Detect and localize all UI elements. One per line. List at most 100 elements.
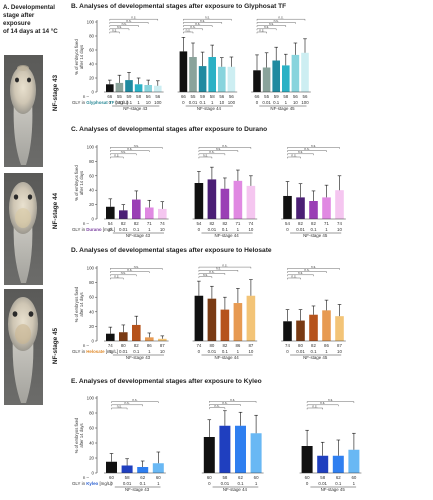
bar: [218, 66, 226, 92]
bar: [144, 85, 152, 92]
n-value: 82: [311, 221, 316, 226]
significance-label: n.s.: [127, 147, 132, 151]
n-value: 87: [337, 343, 342, 348]
n-value: 56: [146, 94, 151, 99]
substance-prefix: GLY in: [72, 349, 86, 354]
n-value: 60: [207, 475, 212, 480]
n-value: 59: [274, 94, 279, 99]
bar: [203, 437, 215, 473]
n-value: 54: [196, 221, 201, 226]
substance-name: Durano: [86, 227, 102, 232]
concentration-label: 1: [157, 481, 160, 486]
substance-name: Glyphosat TF: [86, 100, 114, 105]
significance-label: n.s.: [311, 265, 316, 269]
bar: [207, 179, 217, 219]
n-value: 71: [324, 221, 329, 226]
significance-bracket: [183, 25, 213, 27]
bar: [106, 333, 115, 341]
panel-title: C. Analyses of developmental stages afte…: [71, 126, 267, 133]
bar: [115, 82, 124, 92]
significance-label: n.s.: [134, 144, 139, 148]
significance-label: n.s.: [230, 398, 235, 402]
concentration-label: 0: [306, 481, 309, 486]
unit-label: [mg/L]: [98, 481, 111, 486]
bar: [132, 324, 141, 341]
y-tick-label: 40: [89, 441, 94, 446]
significance-label: n.s.: [121, 271, 126, 275]
substance-prefix: GLY in: [72, 227, 86, 232]
substance-name: Kyleo: [86, 481, 98, 486]
y-tick-label: 60: [89, 173, 94, 178]
significance-bracket: [198, 153, 226, 156]
panel-a-title-line-1: A. Developmental: [3, 4, 55, 11]
bar: [283, 195, 292, 219]
concentration-label: 100: [154, 100, 162, 105]
significance-label: n.s.: [298, 271, 303, 275]
y-tick-label: 0: [92, 90, 95, 95]
bar: [283, 321, 292, 341]
y-tick-label: 40: [89, 309, 94, 314]
significance-label: n.s.: [132, 398, 137, 402]
significance-label: n.s.: [112, 28, 117, 32]
bar: [219, 425, 231, 473]
concentration-label: 0.01: [119, 349, 128, 354]
concentration-label: 0.1: [133, 349, 140, 354]
significance-label: n.s.: [125, 401, 130, 405]
significance-label: n.s.: [126, 19, 131, 23]
bar: [106, 461, 117, 473]
concentration-label: 1: [237, 349, 240, 354]
bar: [134, 84, 143, 92]
concentration-label: 0.01: [208, 349, 217, 354]
significance-label: n.s.: [298, 150, 303, 154]
significance-bracket: [256, 25, 286, 27]
bar: [145, 337, 154, 341]
bar: [194, 295, 204, 341]
bar: [220, 188, 230, 219]
significance-label: n.s.: [186, 28, 191, 32]
concentration-label: 0.1: [200, 100, 207, 105]
n-value: 71: [147, 221, 152, 226]
n-value: 58: [222, 475, 227, 480]
unit-label: [mg/L]: [102, 227, 115, 232]
y-tick-label: 0: [92, 471, 95, 476]
bar: [335, 316, 344, 341]
n-value: 55: [264, 94, 269, 99]
concentration-label: 0.01: [221, 481, 230, 486]
concentration-label: 1: [137, 100, 140, 105]
n-value: 86: [324, 343, 329, 348]
concentration-label: 1: [325, 349, 328, 354]
n-value: 80: [121, 343, 126, 348]
substance-row-label: GLY in Glyphosat TF [mg/L]: [72, 100, 128, 105]
significance-label: n.s.: [190, 25, 195, 29]
y-tick-label: 100: [87, 20, 95, 25]
n-value: 58: [283, 94, 288, 99]
unit-label: [mg/L]: [105, 349, 118, 354]
significance-bracket: [287, 271, 327, 273]
y-tick-label: 20: [89, 76, 94, 81]
y-axis-label-line: % of embryos fixed: [74, 39, 79, 75]
n-row-label: n –: [83, 343, 90, 348]
tadpole-photo-stage-43: [4, 55, 43, 167]
n-value: 82: [222, 221, 227, 226]
group-label: NF-stage 45: [321, 487, 346, 492]
n-value: 55: [191, 94, 196, 99]
bar: [179, 51, 188, 92]
panel-a-title-line-3: exposure: [3, 20, 31, 27]
y-axis-label-line: % of embryos fixed: [74, 417, 79, 453]
bar: [309, 314, 318, 341]
significance-bracket: [198, 150, 239, 152]
significance-label: n.s.: [131, 16, 136, 20]
significance-label: n.s.: [264, 25, 269, 29]
significance-label: n.s.: [259, 28, 264, 32]
n-value: 60: [305, 475, 310, 480]
concentration-label: 0: [109, 100, 112, 105]
photo-label-stage-45: NF-stage 45: [52, 327, 59, 364]
concentration-label: 0.01: [115, 100, 124, 105]
significance-label: n.s.: [203, 273, 208, 277]
significance-label: n.s.: [304, 147, 309, 151]
n-value: 74: [285, 343, 290, 348]
